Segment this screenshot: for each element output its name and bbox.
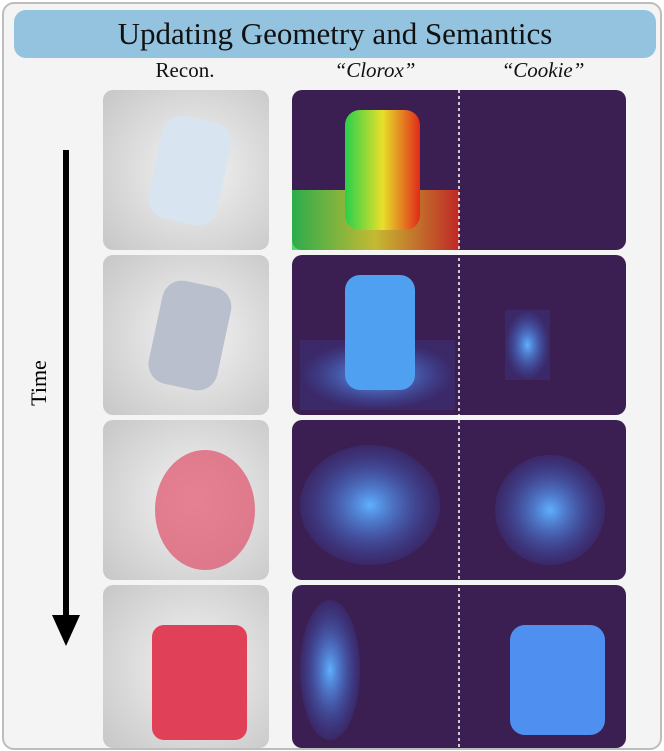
panels (0, 0, 664, 751)
time-arrow-head (52, 615, 80, 646)
semantic-columns (292, 90, 626, 748)
recon-column (103, 90, 269, 748)
